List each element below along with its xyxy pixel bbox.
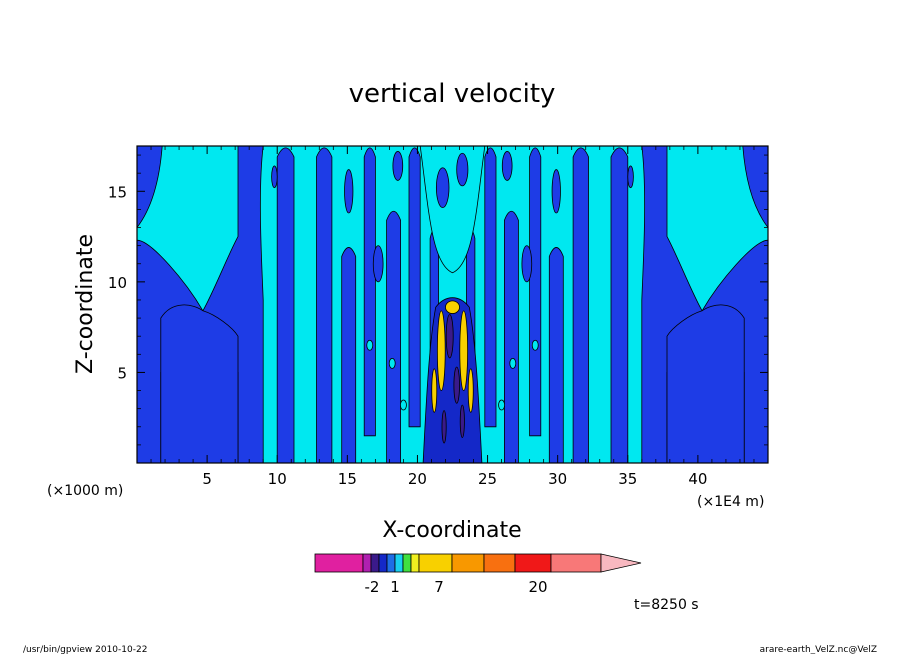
negative-column: [484, 147, 497, 428]
strong-downdraft: [459, 404, 465, 439]
negative-column: [572, 147, 589, 463]
y-axis-label: Z-coordinate: [73, 234, 98, 374]
plot-frame: [136, 145, 769, 464]
strong-updraft: [431, 368, 438, 413]
positive-region: [419, 146, 486, 274]
y-axis-ticks: 5 10 15: [108, 154, 768, 446]
negative-cell: [456, 152, 469, 187]
colorbar-segment: [402, 553, 412, 573]
colorbar-segment: [514, 553, 552, 573]
colorbar-segment: [410, 553, 420, 573]
positive-cell: [400, 399, 407, 411]
positive-cell: [509, 357, 517, 369]
y-tick-label: 15: [108, 183, 127, 201]
negative-cell: [372, 245, 384, 283]
negative-column: [529, 147, 542, 437]
strong-updraft: [445, 300, 460, 314]
x-axis-label: X-coordinate: [382, 518, 521, 543]
colorbar-segment: [362, 553, 372, 573]
x-tick-label: 15: [338, 470, 357, 488]
strong-downdraft: [445, 314, 454, 359]
positive-velocity-regions: [271, 146, 634, 463]
colorbar-segment: [483, 553, 516, 573]
negative-cell: [521, 245, 533, 283]
positive-cell: [531, 339, 539, 351]
y-tick-label: 10: [108, 274, 127, 292]
strong-downdraft: [453, 366, 460, 404]
negative-cell: [392, 151, 404, 181]
time-label: t=8250 s: [634, 597, 699, 613]
negative-region: [137, 146, 264, 463]
negative-column: [610, 147, 629, 463]
negative-region: [742, 146, 768, 229]
colorbar-label: 1: [390, 578, 400, 596]
negative-region: [641, 146, 768, 463]
x-unit-label: (×1000 m): [47, 483, 123, 499]
negative-region: [160, 304, 239, 463]
negative-column: [386, 210, 401, 463]
positive-cell: [366, 339, 374, 351]
colorbar-labels: -2 1 7 20: [365, 578, 548, 596]
x-secondary-unit-label: (×1E4 m): [697, 494, 764, 510]
negative-column: [316, 147, 333, 463]
negative-column: [408, 147, 421, 428]
negative-region: [666, 304, 745, 463]
colorbar-label: -2: [365, 578, 380, 596]
colorbar-segment: [418, 553, 453, 573]
colorbar-label: 7: [434, 578, 444, 596]
colorbar-segment: [386, 553, 396, 573]
x-tick-label: 30: [548, 470, 567, 488]
negative-column: [341, 247, 357, 463]
colorbar-segment: [370, 553, 380, 573]
positive-cell: [388, 357, 396, 369]
negative-cell: [344, 169, 354, 214]
negative-region: [137, 146, 163, 229]
negative-cell: [551, 169, 561, 214]
x-tick-label: 10: [268, 470, 287, 488]
strong-downdraft: [441, 410, 447, 444]
colorbar-segment: [550, 553, 602, 573]
footer-left: /usr/bin/gpview 2010-10-22: [23, 645, 147, 654]
plot-area: [137, 146, 768, 463]
colorbar-extension-arrow: [600, 553, 642, 573]
negative-cell: [435, 167, 450, 208]
negative-column: [363, 147, 376, 437]
x-tick-label: 20: [408, 470, 427, 488]
y-tick-label: 5: [117, 364, 127, 382]
negative-cell: [627, 165, 634, 189]
chart-title: vertical velocity: [349, 79, 556, 109]
x-axis-ticks: 5 10 15 20 25 30 35 40: [150, 146, 755, 488]
x-tick-label: 25: [478, 470, 497, 488]
strong-updraft: [436, 310, 446, 391]
colorbar-label: 20: [528, 578, 547, 596]
strong-updraft: [459, 310, 469, 391]
colorbar-segment: [394, 553, 404, 573]
colorbar: [314, 553, 642, 573]
colorbar-segment: [451, 553, 485, 573]
x-tick-label: 35: [618, 470, 637, 488]
negative-column: [276, 147, 295, 463]
positive-cell: [498, 399, 505, 411]
x-tick-label: 40: [688, 470, 707, 488]
colorbar-segment: [378, 553, 388, 573]
x-tick-label: 5: [202, 470, 212, 488]
negative-column: [504, 210, 519, 463]
colorbar-segment: [314, 553, 364, 573]
negative-velocity-regions: [137, 146, 768, 463]
negative-cell: [501, 151, 513, 181]
footer-right: arare-earth_VelZ.nc@VelZ: [760, 645, 877, 654]
strong-updraft: [467, 368, 474, 413]
negative-column: [548, 247, 564, 463]
negative-cell: [271, 165, 278, 189]
